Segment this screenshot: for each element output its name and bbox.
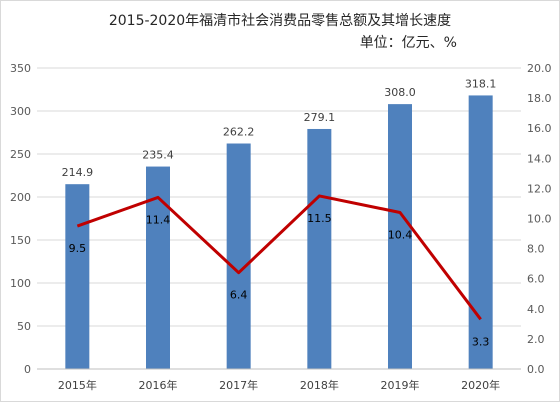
left-axis-tick-label: 300 — [10, 105, 31, 118]
x-axis: 2015年 2016年 2017年 2018年 2019年 2020年 — [37, 368, 521, 392]
bar — [307, 128, 332, 369]
bar-value-label: 308.0 — [384, 86, 416, 99]
left-axis-tick-label: 100 — [10, 277, 31, 290]
right-axis-tick-label: 0.0 — [527, 363, 545, 376]
bar — [226, 143, 251, 369]
bar-value-label: 262.2 — [223, 126, 255, 139]
right-axis-tick-label: 10.0 — [527, 213, 552, 226]
bar — [388, 104, 412, 370]
line-value-label: 3.3 — [472, 335, 490, 348]
bar-series: 214.9 235.4 262.2 279.1 308.0 318.1 — [62, 77, 497, 370]
left-y-axis: 0 50 100 150 200 250 300 350 — [10, 62, 31, 376]
gridlines — [37, 67, 521, 327]
right-axis-tick-label: 12.0 — [527, 182, 552, 195]
right-axis-tick-label: 4.0 — [527, 303, 545, 316]
x-axis-category-label: 2020年 — [461, 378, 500, 392]
line-value-label: 11.5 — [307, 212, 332, 225]
growth-rate-line — [76, 194, 482, 321]
line-value-label: 6.4 — [230, 289, 248, 302]
bar-value-label: 279.1 — [304, 111, 336, 124]
line-value-label: 10.4 — [388, 228, 413, 241]
chart-unit-label: 单位：亿元、% — [360, 35, 457, 51]
right-axis-tick-label: 6.0 — [527, 273, 545, 286]
x-axis-category-label: 2015年 — [58, 378, 97, 392]
bar-value-label: 318.1 — [465, 77, 497, 90]
left-axis-tick-label: 200 — [10, 191, 31, 204]
right-axis-tick-label: 8.0 — [527, 243, 545, 256]
line-value-label: 9.5 — [69, 242, 87, 255]
left-axis-tick-label: 150 — [10, 234, 31, 247]
right-axis-tick-label: 14.0 — [527, 152, 552, 165]
right-axis-tick-label: 16.0 — [527, 122, 552, 135]
x-axis-category-label: 2017年 — [219, 378, 258, 392]
right-y-axis: 0.0 2.0 4.0 6.0 8.0 10.0 12.0 14.0 16.0 18.0 20.0 — [527, 62, 552, 376]
left-axis-tick-label: 350 — [10, 62, 31, 75]
x-axis-category-label: 2018年 — [300, 378, 339, 392]
x-axis-category-label: 2019年 — [381, 378, 420, 392]
right-axis-tick-label: 20.0 — [527, 62, 552, 75]
bar — [65, 184, 90, 369]
left-axis-tick-label: 0 — [24, 363, 31, 376]
line-value-label: 11.4 — [146, 213, 171, 226]
right-axis-tick-label: 18.0 — [527, 92, 552, 105]
left-axis-tick-label: 250 — [10, 148, 31, 161]
x-axis-category-label: 2016年 — [139, 378, 178, 392]
bar-value-label: 214.9 — [62, 166, 94, 179]
chart-title: 2015-2020年福清市社会消费品零售总额及其增长速度 — [109, 12, 451, 29]
line-series: 9.5 11.4 6.4 11.5 10.4 3.3 — [69, 194, 490, 348]
left-axis-tick-label: 50 — [17, 320, 31, 333]
bar — [468, 95, 493, 370]
bar-value-label: 235.4 — [142, 149, 174, 162]
right-axis-tick-label: 2.0 — [527, 333, 545, 346]
